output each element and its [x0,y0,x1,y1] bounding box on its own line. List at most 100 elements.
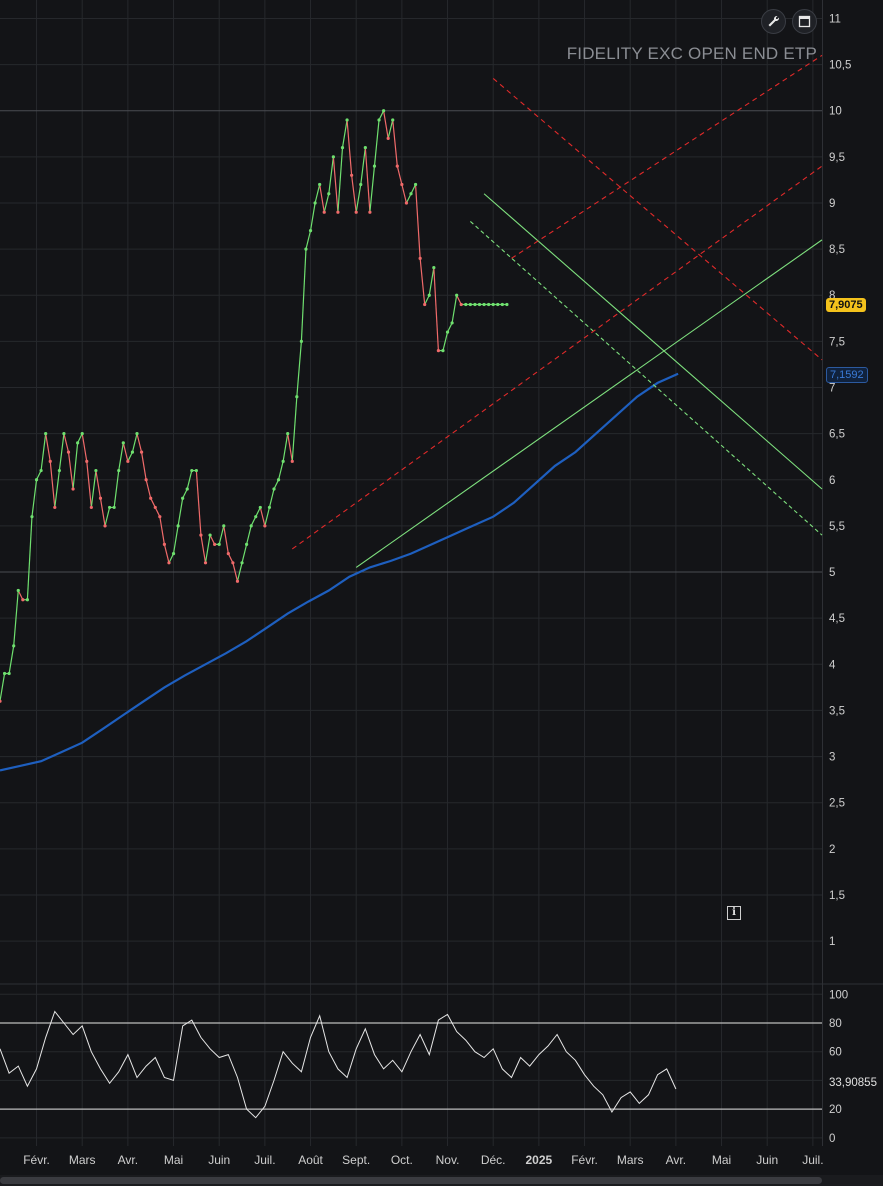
price-point [308,229,313,233]
y-tick-label: 10 [829,106,842,118]
price-point [149,496,153,500]
price-segment [67,452,74,490]
y-tick-label: 6 [829,475,835,487]
price-segment [63,433,70,453]
rsi-tick-label: 0 [829,1133,835,1145]
price-point [459,302,463,307]
price-point [496,302,500,307]
y-tick-label: 3,5 [829,705,845,717]
price-segment [424,294,430,305]
price-point [108,505,112,510]
y-tick-label: 10,5 [829,60,851,72]
price-point [258,505,262,510]
price-point [395,164,399,168]
price-segment [264,507,271,527]
price-point [377,118,381,122]
price-point [240,561,244,565]
price-segment [13,590,19,646]
price-segment [392,119,398,167]
y-tick-label: 7,5 [829,336,845,348]
red-channel-lower [291,165,823,550]
price-segment [236,562,243,582]
price-point [226,551,230,556]
price-point [213,542,217,546]
price-segment [259,507,266,527]
price-point [39,468,43,473]
price-point [144,478,148,482]
price-point [391,118,395,122]
price-point [130,450,135,454]
price-segment [355,184,362,213]
price-segment [351,175,357,213]
price-point [153,505,157,510]
price-segment [341,119,348,148]
price-point [62,432,66,436]
x-tick-label: Avr. [666,1153,686,1167]
price-segment [241,544,248,563]
price-point [409,192,413,196]
price-segment [291,396,298,462]
price-point [318,182,322,187]
price-segment [90,470,97,508]
price-segment [150,497,156,508]
price-segment [118,442,124,471]
price-point [372,164,377,168]
scrollbar-thumb[interactable] [0,1177,822,1184]
price-point [2,671,7,676]
x-tick-label: Août [298,1153,323,1167]
y-tick-label: 6,5 [829,429,845,441]
price-point [441,349,445,353]
price-point [386,136,390,140]
price-point [382,109,386,113]
price-segment [309,202,316,231]
price-segment [195,470,202,536]
price-point [21,598,25,602]
price-segment [456,294,462,305]
price-segment [419,258,426,305]
y-tick-label: 8,5 [829,244,845,256]
price-segment [45,433,51,462]
price-point [126,459,130,463]
x-tick-label: Oct. [391,1153,413,1167]
price-point [85,459,89,463]
price-point [505,302,509,307]
price-segment [332,156,339,213]
rsi-tick-label: 60 [829,1047,842,1059]
x-tick-label: Mai [712,1153,731,1167]
price-segment [373,119,380,167]
price-segment [172,525,179,554]
price-point [491,302,495,307]
price-point [359,182,363,187]
price-segment [154,507,161,517]
price-point [340,146,345,150]
price-segment [0,673,6,702]
price-point [171,551,176,556]
wrench-icon [768,15,780,27]
price-segment [186,470,193,490]
price-segment [49,461,56,508]
support-trendline [355,239,823,568]
price-segment [401,184,408,204]
price-segment [209,534,216,545]
price-segment [168,553,175,564]
x-tick-label: Févr. [23,1153,50,1167]
price-point [199,533,203,537]
price-point [181,496,185,500]
settings-button[interactable] [761,9,786,34]
price-segment [204,535,211,563]
info-icon[interactable]: i [727,906,741,920]
price-point [455,293,459,297]
price-point [350,173,354,177]
x-tick-label: Juin [208,1153,230,1167]
price-point [30,515,34,519]
price-point [117,468,121,473]
y-tick-label: 5 [829,567,835,579]
price-point [194,468,198,473]
x-tick-label: Avr. [118,1153,138,1167]
y-tick-label: 4 [829,659,836,671]
price-segment [442,332,449,351]
price-point [487,302,491,307]
maximize-button[interactable] [792,9,817,34]
price-point [121,441,125,445]
